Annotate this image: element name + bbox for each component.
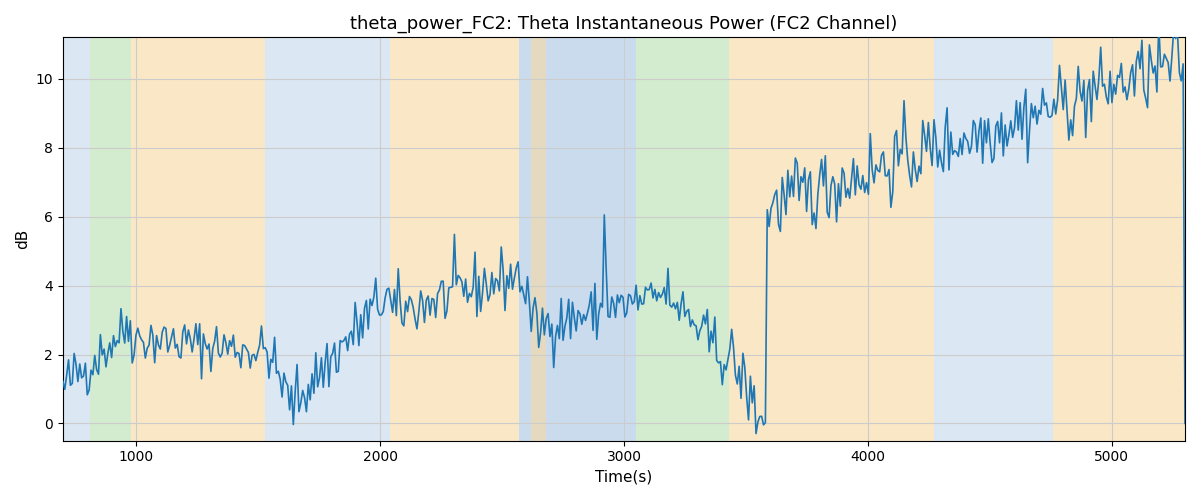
Bar xyxy=(90,38,131,440)
X-axis label: Time(s): Time(s) xyxy=(595,470,653,485)
Bar xyxy=(520,38,636,440)
Bar xyxy=(728,38,934,440)
Bar xyxy=(390,38,520,440)
Bar xyxy=(934,38,1054,440)
Bar xyxy=(265,38,390,440)
Bar xyxy=(62,38,90,440)
Bar xyxy=(532,38,546,440)
Bar xyxy=(520,38,532,440)
Y-axis label: dB: dB xyxy=(16,229,30,249)
Title: theta_power_FC2: Theta Instantaneous Power (FC2 Channel): theta_power_FC2: Theta Instantaneous Pow… xyxy=(350,15,898,34)
Bar xyxy=(1054,38,1186,440)
Bar xyxy=(546,38,636,440)
Bar xyxy=(636,38,728,440)
Bar xyxy=(131,38,265,440)
